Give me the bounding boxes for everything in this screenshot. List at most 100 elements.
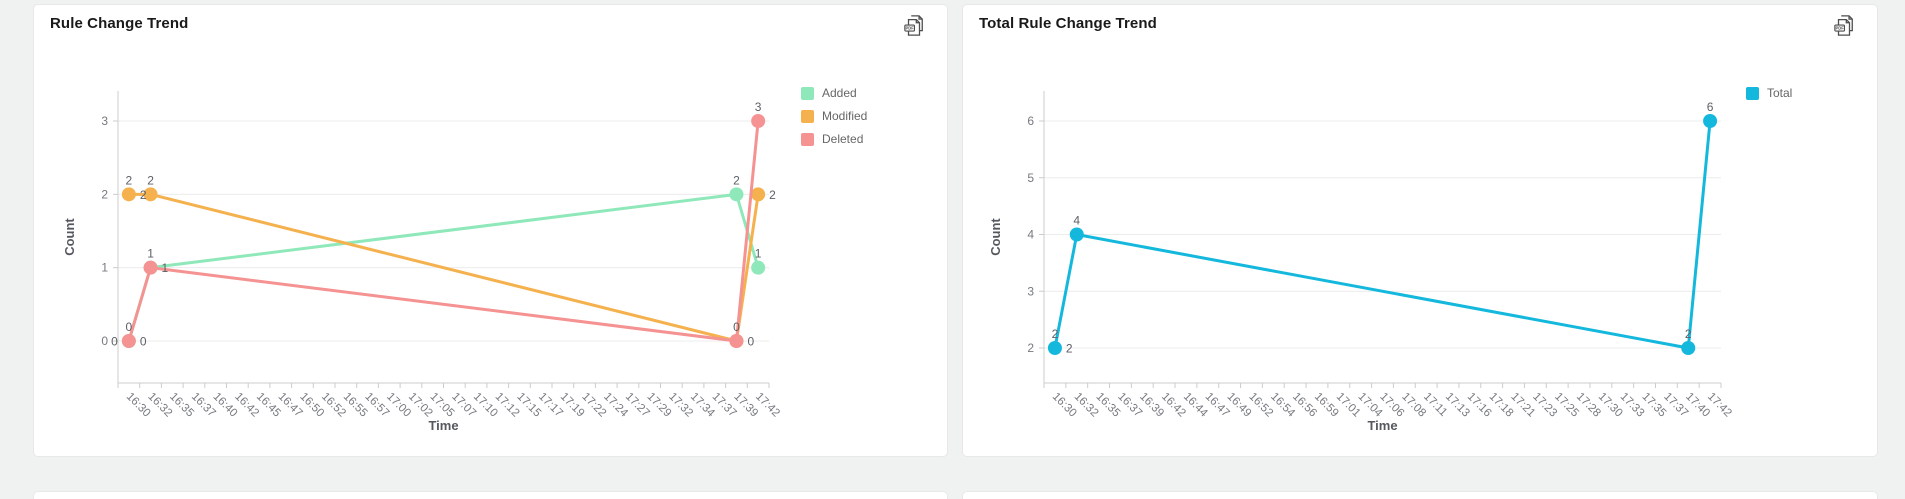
legend-item-total[interactable]: Total	[1746, 85, 1792, 102]
value-label: 0	[140, 335, 147, 349]
x-tick-label: 17:42	[1705, 391, 1734, 420]
data-point-modified[interactable]	[143, 187, 158, 202]
data-point-added[interactable]	[729, 187, 744, 202]
data-point-deleted[interactable]	[751, 114, 766, 128]
legend-swatch	[801, 110, 814, 123]
data-point-modified[interactable]	[751, 187, 766, 202]
x-tick-label: 17:37	[1661, 391, 1690, 420]
x-tick-label: 17:25	[1552, 391, 1581, 420]
svg-text:PDF: PDF	[905, 26, 914, 31]
x-tick-label: 16:56	[1290, 391, 1319, 420]
y-tick-label: 2	[1027, 341, 1034, 355]
x-tick-label: 17:21	[1508, 391, 1537, 420]
x-tick-label: 16:59	[1312, 391, 1341, 420]
x-tick-label: 16:37	[1115, 391, 1144, 420]
data-point-added[interactable]	[751, 260, 766, 275]
x-tick-label: 16:49	[1225, 391, 1254, 420]
value-label: 1	[147, 247, 154, 261]
total-rule-change-trend-chart: 2345616:3016:3216:3516:3716:3916:4216:44…	[988, 91, 1734, 433]
legend-label: Modified	[822, 109, 868, 123]
value-label: 2	[126, 173, 133, 187]
chart-legend: Added Modified Deleted	[801, 85, 867, 148]
legend-swatch	[1746, 87, 1759, 100]
value-label: 2	[1685, 327, 1692, 341]
value-label: 3	[755, 100, 762, 114]
data-point-total[interactable]	[1069, 227, 1084, 242]
value-label: 6	[1707, 100, 1714, 114]
value-label: 0	[747, 335, 754, 349]
x-tick-label: 17:16	[1465, 391, 1494, 420]
data-point-deleted[interactable]	[121, 334, 136, 348]
legend-label: Added	[822, 86, 857, 100]
x-tick-label: 17:28	[1574, 391, 1603, 420]
x-tick-label: 17:01	[1334, 391, 1363, 420]
x-tick-label: 17:35	[1639, 391, 1668, 420]
panel-title: Total Rule Change Trend	[979, 15, 1157, 32]
value-label: 1	[755, 247, 762, 261]
x-tick-label: 16:32	[1072, 391, 1101, 420]
x-tick-label: 16:42	[1159, 391, 1188, 420]
data-point-deleted[interactable]	[143, 260, 158, 275]
value-label: 2	[140, 188, 147, 202]
x-axis-name: Time	[428, 418, 458, 433]
value-label: 4	[1073, 214, 1080, 228]
y-tick-label: 3	[1027, 284, 1034, 298]
data-point-total[interactable]	[1047, 341, 1062, 355]
chart-legend: Total	[1746, 85, 1792, 102]
x-tick-label: 17:11	[1421, 391, 1449, 419]
panel-title: Rule Change Trend	[50, 15, 189, 32]
export-pdf-button[interactable]: PDF	[901, 12, 927, 40]
export-pdf-button[interactable]: PDF	[1831, 12, 1857, 40]
legend-item-added[interactable]: Added	[801, 85, 867, 102]
value-label: 2	[147, 173, 154, 187]
legend-swatch	[801, 133, 814, 146]
x-tick-label: 16:35	[1093, 391, 1122, 420]
value-label: 2	[1066, 342, 1073, 356]
value-label: 2	[769, 188, 776, 202]
pdf-file-icon: PDF	[1834, 15, 1853, 36]
rule-change-trend-chart: 012316:3016:3216:3516:3716:4016:4216:451…	[62, 91, 782, 433]
y-tick-label: 3	[101, 114, 108, 128]
next-row-panel-edge	[962, 491, 1878, 499]
x-axis-name: Time	[1367, 418, 1397, 433]
y-tick-label: 2	[101, 187, 108, 201]
y-tick-label: 1	[101, 261, 108, 275]
y-tick-label: 6	[1027, 114, 1034, 128]
legend-label: Deleted	[822, 132, 864, 146]
series-line-total	[1053, 119, 1712, 350]
y-tick-label: 5	[1027, 171, 1034, 185]
x-tick-label: 17:40	[1683, 391, 1712, 420]
legend-item-modified[interactable]: Modified	[801, 108, 867, 125]
y-tick-label: 4	[1027, 228, 1034, 242]
x-tick-label: 16:30	[1050, 391, 1079, 420]
legend-swatch	[801, 87, 814, 100]
legend-item-deleted[interactable]: Deleted	[801, 131, 867, 148]
data-point-total[interactable]	[1681, 341, 1696, 355]
legend-label: Total	[1767, 86, 1793, 100]
value-label: 0	[126, 320, 133, 334]
svg-text:PDF: PDF	[1835, 26, 1844, 31]
data-point-deleted[interactable]	[729, 334, 744, 348]
x-tick-label: 17:08	[1399, 391, 1428, 420]
x-tick-label: 17:13	[1443, 391, 1472, 420]
panel-rule-change-trend: Rule Change Trend PDF 0 1 2 3 16:30 16:32 16:3…	[33, 4, 948, 457]
data-point-total[interactable]	[1703, 114, 1718, 128]
x-tick-label: 17:30	[1596, 391, 1625, 420]
y-axis-name: Count	[988, 218, 1003, 256]
value-label: 0	[733, 320, 740, 334]
panel-total-rule-change-trend: Total Rule Change Trend PDF 2 3 4 5 6 16:30 16…	[962, 4, 1878, 457]
series-line-deleted	[127, 119, 760, 343]
x-tick-label: 17:18	[1487, 391, 1516, 420]
value-label: 1	[162, 261, 169, 275]
value-label: 0	[111, 335, 118, 349]
x-tick-label: 16:52	[1246, 391, 1275, 420]
y-axis-name: Count	[62, 218, 77, 256]
x-tick-label: 17:23	[1530, 391, 1559, 420]
y-tick-label: 0	[101, 334, 108, 348]
next-row-panel-edge	[33, 491, 948, 499]
data-point-modified[interactable]	[121, 187, 136, 202]
pdf-file-icon: PDF	[904, 15, 923, 36]
x-tick-label: 17:33	[1618, 391, 1647, 420]
x-tick-label: 16:47	[1203, 391, 1232, 420]
value-label: 2	[1052, 327, 1059, 341]
